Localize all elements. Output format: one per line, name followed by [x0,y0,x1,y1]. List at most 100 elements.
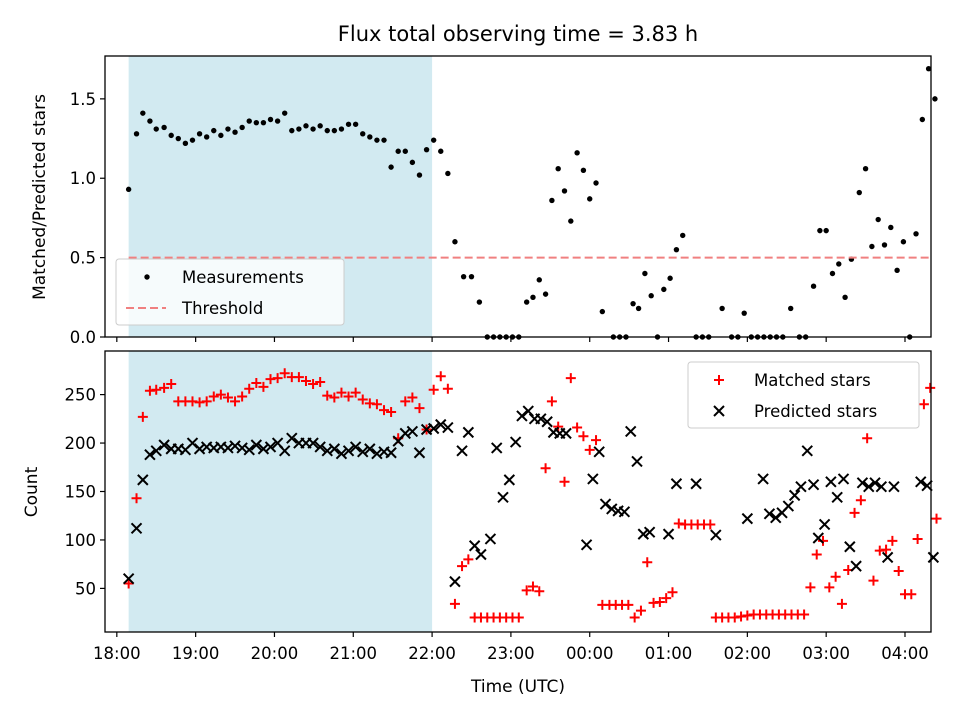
data-point [673,246,680,253]
data-point [307,437,319,449]
data-point [631,455,643,468]
data-point [925,66,932,72]
data-point [399,427,411,440]
data-point [336,387,347,398]
xtick-label: 03:00 [802,644,850,663]
data-point [279,368,290,379]
data-point [788,305,794,312]
data-point [189,137,196,143]
data-point [856,189,862,196]
data-point [260,119,267,126]
data-point [314,441,326,453]
data-point [900,239,907,245]
data-point [357,446,369,458]
data-point [388,164,394,170]
data-point [272,373,283,384]
data-point [578,431,589,442]
legend-marker [144,274,150,280]
data-point [203,134,210,140]
data-point [331,127,338,134]
data-point [662,528,675,540]
data-point [741,310,747,316]
data-point [352,121,359,127]
data-point [343,391,354,402]
top-panel: 0.0 0.5 1.0 1.5 Measurements Threshold [70,55,938,347]
data-point [868,575,879,586]
data-point [208,391,219,402]
data-point [887,535,898,546]
data-point [371,399,382,410]
data-point [661,286,667,293]
data-point [842,294,848,301]
data-point [654,596,665,607]
data-point [801,445,813,457]
legend-marker [713,405,725,417]
data-point [521,585,532,596]
data-point [153,126,159,132]
bottom-ytick-label: 150 [65,483,97,502]
data-point [593,180,599,186]
data-point [457,561,468,572]
data-point [364,443,376,455]
bottom-panel: 50 100 150 200 250 18:00 19:00 20:00 21:00 22:00 2… [65,350,942,663]
data-point [476,299,483,305]
data-point [406,425,419,438]
data-point [799,609,810,620]
data-point [222,442,234,454]
data-point [527,581,538,592]
data-point [324,127,330,134]
data-point [381,137,387,143]
data-point [807,479,820,491]
data-point [635,305,642,312]
data-point [232,129,238,135]
data-point [540,463,551,474]
data-point [166,378,177,389]
data-point [811,549,822,560]
data-point [264,441,277,453]
data-point [830,571,841,582]
top-series-0 [125,66,938,340]
data-point [244,383,255,394]
data-point [637,528,650,540]
data-point [218,132,224,139]
data-point [625,425,637,438]
data-point [367,134,373,140]
data-point [159,382,170,393]
data-point [407,392,418,403]
data-point [661,593,672,604]
data-point [491,442,503,454]
data-point [580,167,587,174]
data-point [125,186,132,193]
bottom-legend: Matched stars Predicted stars [687,361,920,429]
data-point [289,127,295,134]
data-point [267,116,274,123]
data-point [862,433,873,444]
data-point [246,118,252,124]
data-point [587,473,599,485]
bottom-ytick-label: 200 [65,434,97,453]
data-point [445,170,451,177]
data-point [321,445,333,457]
data-point [565,373,576,384]
data-point [915,476,927,488]
data-point [513,612,524,623]
data-point [374,137,380,143]
data-point [460,273,467,280]
data-point [442,383,453,394]
data-point [236,442,248,454]
data-point [643,526,656,538]
data-point [456,445,468,457]
bottom-xlabel: Time (UTC) [470,677,565,697]
data-point [509,436,522,448]
data-point [825,476,837,488]
data-point [338,126,345,132]
data-point [888,480,900,493]
data-point [296,126,302,132]
xtick-label: 23:00 [487,644,535,663]
data-point [606,503,618,515]
data-point [837,473,850,485]
data-point [258,381,269,392]
top-axes-frame [104,55,932,338]
data-point [894,267,900,274]
data-point [201,396,212,407]
